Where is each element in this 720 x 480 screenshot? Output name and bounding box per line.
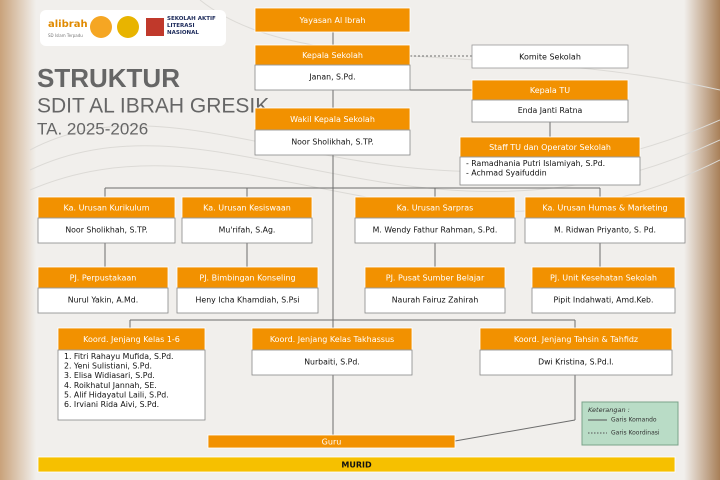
node-header bbox=[207, 434, 456, 449]
title-block: STRUKTUR SDIT AL IBRAH GRESIK TA. 2025-2… bbox=[37, 63, 269, 139]
node-member: Dwi Kristina, S.Pd.I. bbox=[538, 358, 614, 367]
org-node: Ka. Urusan Humas & Marketing M. Ridwan Pr… bbox=[524, 196, 686, 244]
node-title: Koord. Jenjang Tahsin & Tahfidz bbox=[514, 335, 638, 344]
org-node: PJ. Unit Kesehatan Sekolah Pipit Indahwat… bbox=[531, 266, 676, 314]
legend-title: Keterangan : bbox=[588, 406, 630, 414]
node-header bbox=[471, 44, 629, 69]
node-member: 5. Alif Hidayatul Laili, S.Pd. bbox=[64, 390, 169, 399]
node-member: Heny Icha Khamdiah, S.Psi bbox=[196, 296, 300, 305]
node-member: 6. Irviani Rida Aivi, S.Pd. bbox=[64, 400, 159, 409]
logo-icon bbox=[146, 18, 164, 36]
org-node: Staff TU dan Operator Sekolah - Ramadhani… bbox=[459, 136, 641, 186]
legend-box bbox=[581, 401, 679, 446]
node-body bbox=[459, 156, 641, 186]
node-body bbox=[254, 64, 411, 91]
node-member: M. Wendy Fathur Rahman, S.Pd. bbox=[373, 226, 498, 235]
node-body bbox=[354, 217, 516, 244]
org-node: Kepala Sekolah Janan, S.Pd. bbox=[254, 44, 411, 91]
logo-badge: SEKOLAH AKTIF LITERASI NASIONAL bbox=[167, 16, 216, 36]
title-line: STRUKTUR bbox=[37, 63, 180, 93]
node-member: Enda Janti Ratna bbox=[518, 106, 583, 115]
org-node: Yayasan Al Ibrah bbox=[254, 7, 411, 33]
node-title: Ka. Urusan Sarpras bbox=[397, 204, 474, 213]
node-body bbox=[524, 217, 686, 244]
node-member: 4. Roikhatul Jannah, SE. bbox=[64, 381, 157, 390]
legend-coordination: Garis Koordinasi bbox=[611, 430, 660, 437]
logo-brand: alibrah bbox=[48, 19, 88, 30]
node-title: PJ. Pusat Sumber Belajar bbox=[386, 274, 485, 283]
node-body bbox=[471, 99, 629, 123]
node-body bbox=[254, 129, 411, 156]
node-title: PJ. Unit Kesehatan Sekolah bbox=[550, 274, 657, 283]
node-title: Guru bbox=[322, 438, 342, 447]
legend-command: Garis Komando bbox=[611, 417, 657, 424]
node-member: 3. Elisa Widiasari, S.Pd. bbox=[64, 371, 155, 380]
logo-tagline: SD Islam Terpadu bbox=[48, 33, 83, 38]
node-member: Noor Sholikhah, S.TP. bbox=[65, 226, 147, 235]
org-node: Wakil Kepala Sekolah Noor Sholikhah, S.TP… bbox=[254, 107, 411, 156]
node-title: Komite Sekolah bbox=[519, 53, 581, 62]
node-title: Yayasan Al Ibrah bbox=[299, 16, 366, 25]
node-title: Kepala Sekolah bbox=[302, 51, 363, 60]
node-title: Wakil Kepala Sekolah bbox=[290, 115, 375, 124]
logo-icon bbox=[90, 16, 112, 38]
node-member: 2. Yeni Sulistiani, S.Pd. bbox=[64, 362, 152, 371]
org-node: Koord. Jenjang Kelas 1-6 1. Fitri Rahayu … bbox=[57, 327, 206, 421]
node-member: Janan, S.Pd. bbox=[308, 73, 355, 82]
node-body bbox=[364, 287, 506, 314]
node-title: Ka. Urusan Humas & Marketing bbox=[542, 204, 667, 213]
node-member: M. Ridwan Priyanto, S. Pd. bbox=[554, 226, 656, 235]
org-node: PJ. Pusat Sumber Belajar Naurah Fairuz Za… bbox=[364, 266, 506, 314]
org-node: Ka. Urusan Sarpras M. Wendy Fathur Rahman… bbox=[354, 196, 516, 244]
node-body bbox=[181, 217, 313, 244]
org-node: MURID bbox=[37, 456, 676, 473]
logo-block: alibrah SD Islam Terpadu SEKOLAH AKTIF L… bbox=[40, 10, 226, 46]
node-body bbox=[57, 349, 206, 421]
org-node: PJ. Perpustakaan Nurul Yakin, A.Md. bbox=[37, 266, 169, 314]
node-member: - Ramadhania Putri Islamiyah, S.Pd. bbox=[466, 159, 605, 168]
node-body bbox=[251, 349, 413, 376]
node-title: Staff TU dan Operator Sekolah bbox=[489, 143, 611, 152]
node-title: Koord. Jenjang Kelas 1-6 bbox=[83, 335, 180, 344]
node-title: Ka. Urusan Kesiswaan bbox=[203, 204, 291, 213]
node-title: PJ. Bimbingan Konseling bbox=[199, 274, 295, 283]
org-node: Ka. Urusan Kesiswaan Mu'rifah, S.Ag. bbox=[181, 196, 313, 244]
node-member: Noor Sholikhah, S.TP. bbox=[291, 138, 373, 147]
org-node: Koord. Jenjang Kelas Takhassus Nurbaiti, … bbox=[251, 327, 413, 376]
org-node: Koord. Jenjang Tahsin & Tahfidz Dwi Krist… bbox=[479, 327, 673, 376]
nodes: Yayasan Al Ibrah Kepala Sekolah Janan, S.P… bbox=[37, 7, 686, 473]
org-node: Guru bbox=[207, 434, 456, 449]
node-body bbox=[37, 287, 169, 314]
title-line: SDIT AL IBRAH GRESIK bbox=[37, 95, 269, 118]
node-header bbox=[254, 7, 411, 33]
title-line: TA. 2025-2026 bbox=[37, 119, 148, 138]
node-title: Kepala TU bbox=[530, 86, 570, 95]
node-member: 1. Fitri Rahayu Mufida, S.Pd. bbox=[64, 352, 174, 361]
node-member: Nurul Yakin, A.Md. bbox=[68, 296, 138, 305]
org-node: Kepala TU Enda Janti Ratna bbox=[471, 79, 629, 123]
logo-badge-text: SEKOLAH AKTIF LITERASI NASIONAL bbox=[167, 16, 216, 36]
node-member: Mu'rifah, S.Ag. bbox=[219, 226, 276, 235]
org-node: Ka. Urusan Kurikulum Noor Sholikhah, S.TP… bbox=[37, 196, 176, 244]
node-member: Naurah Fairuz Zahirah bbox=[392, 296, 479, 305]
node-body bbox=[531, 287, 676, 314]
node-title: PJ. Perpustakaan bbox=[70, 274, 137, 283]
node-member: Pipit Indahwati, Amd.Keb. bbox=[554, 296, 654, 305]
node-member: Nurbaiti, S.Pd. bbox=[304, 358, 360, 367]
node-title: MURID bbox=[341, 461, 372, 470]
org-node: Komite Sekolah bbox=[471, 44, 629, 69]
node-header bbox=[37, 456, 676, 473]
node-title: Ka. Urusan Kurikulum bbox=[64, 204, 150, 213]
node-body bbox=[479, 349, 673, 376]
node-title: Koord. Jenjang Kelas Takhassus bbox=[270, 335, 394, 344]
node-body bbox=[37, 217, 176, 244]
org-node: PJ. Bimbingan Konseling Heny Icha Khamdia… bbox=[176, 266, 319, 314]
node-body bbox=[176, 287, 319, 314]
node-member: - Achmad Syaifuddin bbox=[466, 169, 547, 178]
legend: Keterangan : Garis Komando Garis Koordin… bbox=[581, 401, 679, 446]
logo-icon bbox=[117, 16, 139, 38]
